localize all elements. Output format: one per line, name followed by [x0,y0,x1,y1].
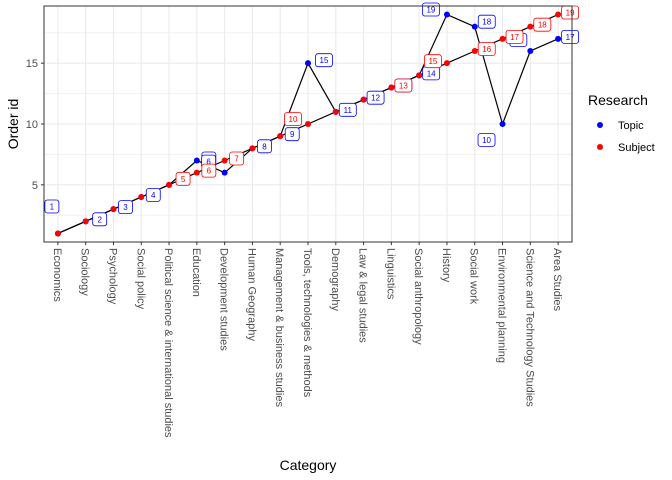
data-label-topic: 15 [320,56,329,65]
y-tick-label: 10 [26,119,38,131]
data-point-subject [277,133,283,139]
data-label-subject: 19 [566,9,575,18]
x-tick-label: Sociology [79,248,91,296]
data-point-subject [55,230,61,236]
data-label-topic: 4 [151,191,156,200]
x-tick-label: Economics [51,248,63,302]
x-tick-label: Social policy [134,248,146,310]
data-point-topic [444,12,450,18]
data-label-topic: 11 [344,106,353,115]
data-label-subject: 5 [181,175,186,184]
x-tick-label: Environmental planning [496,248,508,363]
x-tick-label: Science and Technology Studies [523,248,535,407]
x-tick-label: Area Studies [551,248,563,311]
data-point-subject [472,48,478,54]
data-label-subject: 16 [482,45,491,54]
y-axis-ticks: 5 10 15 [26,58,44,192]
legend-label-subject: Subject [618,142,655,154]
data-point-topic [555,36,561,42]
x-tick-label: Political science & international studie… [162,248,174,438]
data-point-subject [110,206,116,212]
x-tick-label: Human Geography [245,248,257,341]
data-point-topic [222,170,228,176]
x-tick-label: Tools, technologies & methods [301,248,313,398]
x-tick-label: History [440,248,452,283]
x-tick-label: Social anthropology [412,248,424,345]
data-point-subject [222,157,228,163]
x-tick-label: Management & business studies [273,248,285,407]
x-tick-label: Demography [329,248,341,311]
x-axis-title: Category [280,457,337,473]
data-point-subject [249,145,255,151]
data-label-subject: 18 [538,21,547,30]
data-point-topic [472,24,478,30]
data-point-subject [500,36,506,42]
data-point-topic [305,60,311,66]
data-label-topic: 14 [427,69,436,78]
data-label-topic: 9 [290,130,295,139]
data-point-subject [138,194,144,200]
x-tick-label: Development studies [218,248,230,351]
data-point-subject [305,121,311,127]
data-label-subject: 15 [428,57,437,66]
y-tick-label: 5 [32,180,38,192]
data-point-subject [416,72,422,78]
legend-label-topic: Topic [618,120,644,132]
legend-key-subject [597,144,603,150]
x-axis-ticks: Economics Sociology Psychology Social polic… [51,242,563,438]
x-tick-label: Linguistics [384,248,396,300]
data-point-subject [166,182,172,188]
y-axis-title: Order id [5,99,21,150]
data-point-topic [194,157,200,163]
data-label-subject: 10 [289,115,298,124]
data-point-subject [361,97,367,103]
data-point-subject [194,170,200,176]
data-point-subject [555,12,561,18]
legend-title: Research [588,92,648,108]
data-label-topic: 2 [97,215,102,224]
data-point-subject [444,60,450,66]
data-label-subject: 17 [510,33,519,42]
y-tick-label: 15 [26,58,38,70]
data-point-subject [83,218,89,224]
x-tick-label: Social work [468,248,480,305]
data-label-topic: 3 [123,203,128,212]
data-label-topic: 8 [262,142,267,151]
data-point-subject [333,109,339,115]
data-label-subject: 6 [207,167,212,176]
data-label-topic: 12 [371,94,380,103]
x-tick-label: Psychology [106,248,118,305]
data-point-topic [527,48,533,54]
data-label-subject: 7 [234,154,239,163]
data-point-topic [500,121,506,127]
legend: Research Topic Subject [588,92,655,154]
legend-key-topic [597,122,603,128]
x-tick-label: Education [190,248,202,297]
data-point-subject [388,85,394,91]
data-label-subject: 13 [399,82,408,91]
data-label-topic: 17 [566,33,575,42]
data-label-topic: 10 [482,136,491,145]
data-label-topic: 18 [482,18,491,27]
data-point-subject [527,24,533,30]
data-label-topic: 19 [426,6,435,15]
data-label-topic: 1 [50,202,55,211]
x-tick-label: Law & legal studies [357,248,369,343]
